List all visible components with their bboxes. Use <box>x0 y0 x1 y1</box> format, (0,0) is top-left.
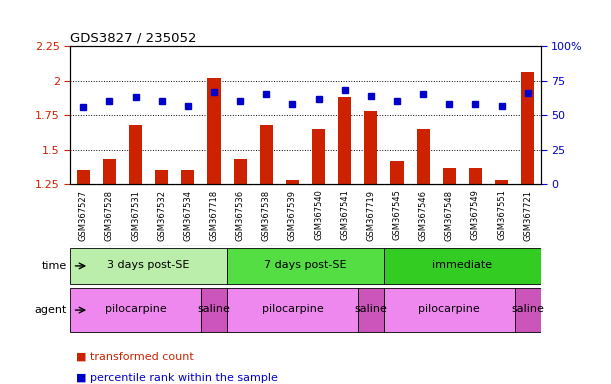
Bar <box>358 288 384 332</box>
Text: GSM367531: GSM367531 <box>131 190 140 240</box>
Text: GSM367546: GSM367546 <box>419 190 428 240</box>
Text: time: time <box>42 261 67 271</box>
Text: GSM367538: GSM367538 <box>262 189 271 241</box>
Bar <box>208 78 221 184</box>
Bar <box>227 248 384 284</box>
Text: GSM367718: GSM367718 <box>210 189 219 241</box>
Bar <box>384 288 514 332</box>
Text: saline: saline <box>197 304 230 314</box>
Text: GSM367548: GSM367548 <box>445 190 454 240</box>
Text: pilocarpine: pilocarpine <box>104 304 166 314</box>
Bar <box>103 159 116 184</box>
Text: GSM367721: GSM367721 <box>523 190 532 240</box>
Text: GDS3827 / 235052: GDS3827 / 235052 <box>70 32 197 45</box>
Bar <box>70 248 227 284</box>
Text: GSM367536: GSM367536 <box>236 189 244 241</box>
Text: pilocarpine: pilocarpine <box>419 304 480 314</box>
Text: 3 days post-SE: 3 days post-SE <box>108 260 190 270</box>
Text: GSM367551: GSM367551 <box>497 190 506 240</box>
Bar <box>312 129 325 184</box>
Text: GSM367545: GSM367545 <box>392 190 401 240</box>
Bar <box>384 248 541 284</box>
Bar <box>364 111 378 184</box>
Bar <box>338 97 351 184</box>
Bar <box>129 125 142 184</box>
Text: 7 days post-SE: 7 days post-SE <box>264 260 347 270</box>
Bar <box>155 170 168 184</box>
Bar <box>233 159 247 184</box>
Text: GSM367541: GSM367541 <box>340 190 349 240</box>
Bar <box>390 161 403 184</box>
Text: immediate: immediate <box>432 260 492 270</box>
Bar <box>227 288 358 332</box>
Text: agent: agent <box>35 305 67 315</box>
Text: GSM367528: GSM367528 <box>105 190 114 240</box>
Bar <box>521 72 534 184</box>
Bar <box>495 180 508 184</box>
Text: GSM367540: GSM367540 <box>314 190 323 240</box>
Text: GSM367539: GSM367539 <box>288 190 297 240</box>
Text: GSM367532: GSM367532 <box>157 190 166 240</box>
Bar <box>514 288 541 332</box>
Bar <box>469 168 482 184</box>
Bar <box>443 168 456 184</box>
Text: saline: saline <box>511 304 544 314</box>
Bar <box>181 170 194 184</box>
Bar <box>417 129 430 184</box>
Bar <box>260 125 273 184</box>
Text: saline: saline <box>354 304 387 314</box>
Bar <box>201 288 227 332</box>
Text: GSM367534: GSM367534 <box>183 190 192 240</box>
Text: ■ percentile rank within the sample: ■ percentile rank within the sample <box>76 373 278 383</box>
Text: pilocarpine: pilocarpine <box>262 304 323 314</box>
Bar <box>286 180 299 184</box>
Text: GSM367527: GSM367527 <box>79 190 88 240</box>
Bar <box>70 288 201 332</box>
Text: GSM367719: GSM367719 <box>367 190 375 240</box>
Text: ■ transformed count: ■ transformed count <box>76 352 194 362</box>
Bar <box>77 170 90 184</box>
Text: GSM367549: GSM367549 <box>471 190 480 240</box>
